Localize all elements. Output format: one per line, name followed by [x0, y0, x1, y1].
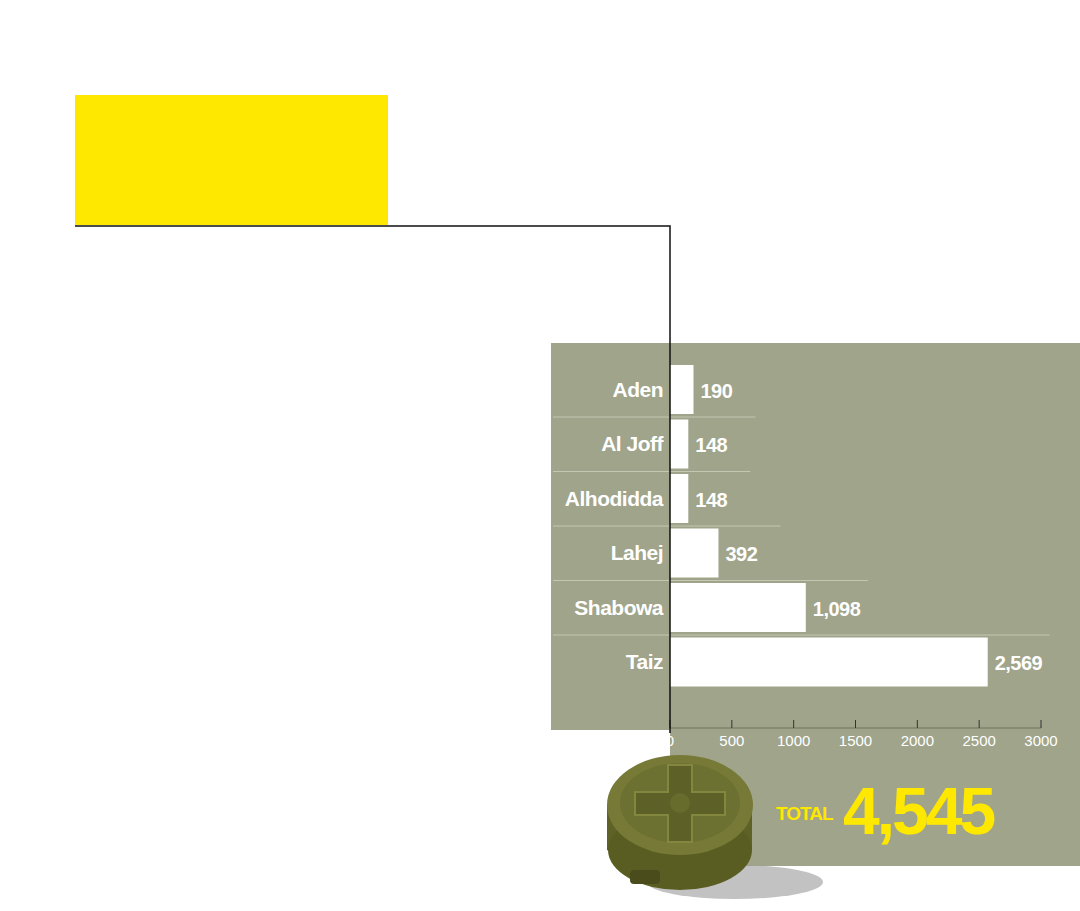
- mine-disc: [620, 763, 740, 843]
- data-label: 392: [725, 543, 757, 565]
- row-separator: [553, 580, 868, 581]
- bar: [670, 583, 806, 632]
- labels: Aden 190 Al Joff 148 Alhodidda 148 Lahej 392 Sha…: [565, 378, 1043, 675]
- row-separator: [553, 526, 780, 527]
- data-label: 190: [700, 380, 732, 402]
- title-block: [75, 95, 388, 225]
- x-tick-label: 2000: [901, 732, 934, 749]
- mine-top: [607, 755, 753, 855]
- x-tick-label: 0: [666, 732, 674, 749]
- x-tick-label: 1500: [839, 732, 872, 749]
- category-label: Shabowa: [574, 596, 664, 619]
- data-label: 2,569: [995, 652, 1043, 674]
- category-label: Aden: [613, 378, 664, 401]
- category-label: Lahej: [611, 541, 663, 564]
- chart-root: Aden 190 Al Joff 148 Alhodidda 148 Lahej 392 Sha…: [0, 0, 1080, 911]
- mine-center: [670, 793, 690, 813]
- x-tick: [1041, 720, 1042, 728]
- x-tick: [979, 720, 980, 728]
- category-label: Al Joff: [601, 432, 664, 455]
- row-separator: [553, 471, 750, 472]
- total-value: 4,545: [843, 774, 994, 848]
- row-separator: [553, 417, 755, 418]
- mine-cross: [635, 765, 725, 842]
- bar: [670, 529, 718, 578]
- mine-detail: [630, 870, 660, 884]
- x-tick-label: 2500: [962, 732, 995, 749]
- x-tick: [731, 720, 732, 728]
- x-tick: [855, 720, 856, 728]
- bar: [670, 420, 688, 469]
- data-label: 148: [695, 489, 727, 511]
- total-label: TOTAL: [776, 803, 834, 824]
- bar: [670, 474, 688, 523]
- panel: [551, 343, 1080, 730]
- x-tick-label: 1000: [777, 732, 810, 749]
- bars: [670, 365, 988, 687]
- data-label: 148: [695, 434, 727, 456]
- category-label: Taiz: [626, 650, 663, 673]
- landmine-icon: [607, 755, 823, 899]
- category-label: Alhodidda: [565, 487, 664, 510]
- bar: [670, 365, 693, 414]
- x-tick-label: 3000: [1024, 732, 1057, 749]
- data-label: 1,098: [813, 598, 861, 620]
- bar: [670, 638, 988, 687]
- row-separator: [553, 635, 1050, 636]
- x-tick: [917, 720, 918, 728]
- x-tick: [793, 720, 794, 728]
- x-tick-label: 500: [719, 732, 744, 749]
- connector-line: [75, 226, 670, 733]
